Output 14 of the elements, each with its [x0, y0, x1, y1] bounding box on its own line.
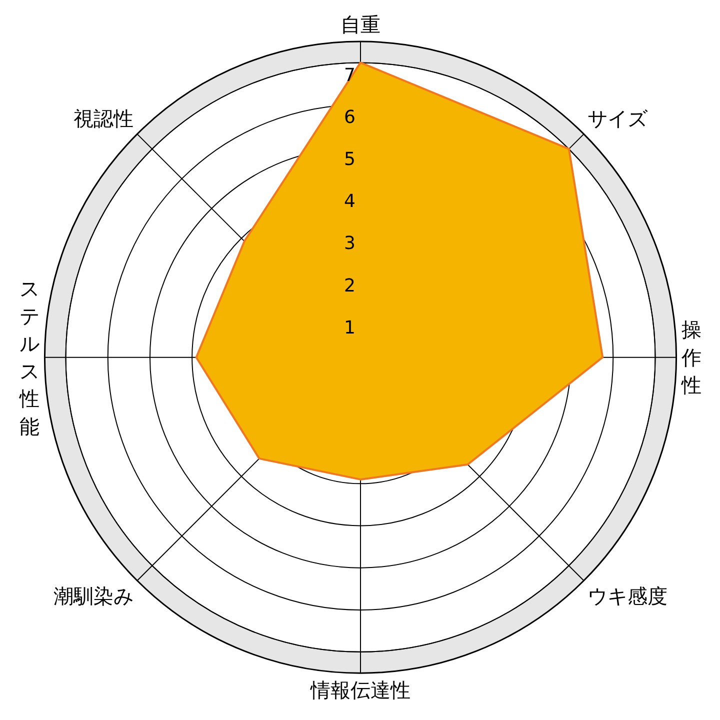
y-tick-label: 1 — [344, 317, 356, 338]
spoke-label: ウキ感度 — [587, 584, 668, 608]
spoke-label: 自重 — [340, 12, 380, 36]
spoke-label: 潮馴染み — [54, 584, 134, 608]
y-tick-label: 3 — [344, 233, 356, 254]
spoke-label: ステルス性能 — [18, 276, 40, 438]
y-tick-label: 5 — [344, 149, 356, 170]
y-tick-label: 4 — [344, 191, 356, 212]
spoke-label: 情報伝達性 — [310, 678, 410, 702]
y-tick-label: 2 — [344, 275, 356, 296]
y-tick-label: 6 — [344, 106, 356, 128]
spoke-label: 視認性 — [74, 106, 134, 130]
spoke-label: サイズ — [587, 106, 648, 130]
spoke-label: 操作性 — [680, 318, 702, 397]
